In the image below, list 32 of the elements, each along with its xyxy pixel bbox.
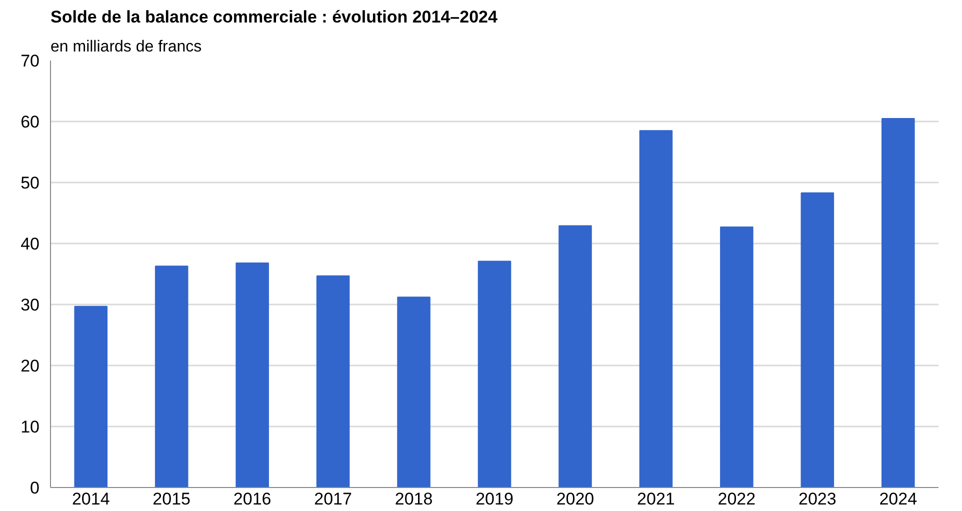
chart-title: Solde de la balance commerciale : évolution 2014–2024 — [50, 8, 498, 26]
x-tick-label: 2016 — [233, 490, 272, 508]
bar — [74, 306, 108, 488]
bar — [881, 118, 915, 488]
x-tick-label: 2018 — [394, 490, 433, 508]
y-tick-label: 0 — [30, 478, 40, 498]
x-tick-label: 2021 — [637, 490, 675, 508]
x-tick-label: 2014 — [72, 490, 110, 508]
bar — [316, 275, 350, 488]
bar — [800, 192, 834, 488]
y-tick-label: 30 — [20, 296, 40, 314]
bar — [236, 262, 269, 488]
bar — [397, 296, 430, 488]
y-tick-label: 70 — [20, 52, 40, 70]
x-tick-label: 2015 — [152, 490, 191, 508]
bar — [720, 226, 754, 488]
bar — [558, 225, 592, 488]
x-tick-label: 2020 — [556, 490, 594, 508]
y-tick-label: 40 — [20, 234, 40, 254]
x-tick-label: 2023 — [798, 490, 836, 508]
y-tick-label: 50 — [20, 174, 40, 192]
x-tick-label: 2024 — [879, 490, 918, 508]
bar — [639, 130, 673, 488]
x-tick-label: 2017 — [314, 490, 352, 508]
x-tick-label: 2022 — [718, 490, 756, 508]
chart-subtitle: en milliards de francs — [50, 38, 202, 56]
y-tick-label: 10 — [20, 418, 40, 436]
x-tick-label: 2019 — [476, 490, 514, 508]
bar — [478, 260, 512, 488]
y-tick-label: 20 — [20, 356, 40, 376]
y-tick-label: 60 — [20, 112, 40, 132]
bar — [154, 266, 188, 488]
